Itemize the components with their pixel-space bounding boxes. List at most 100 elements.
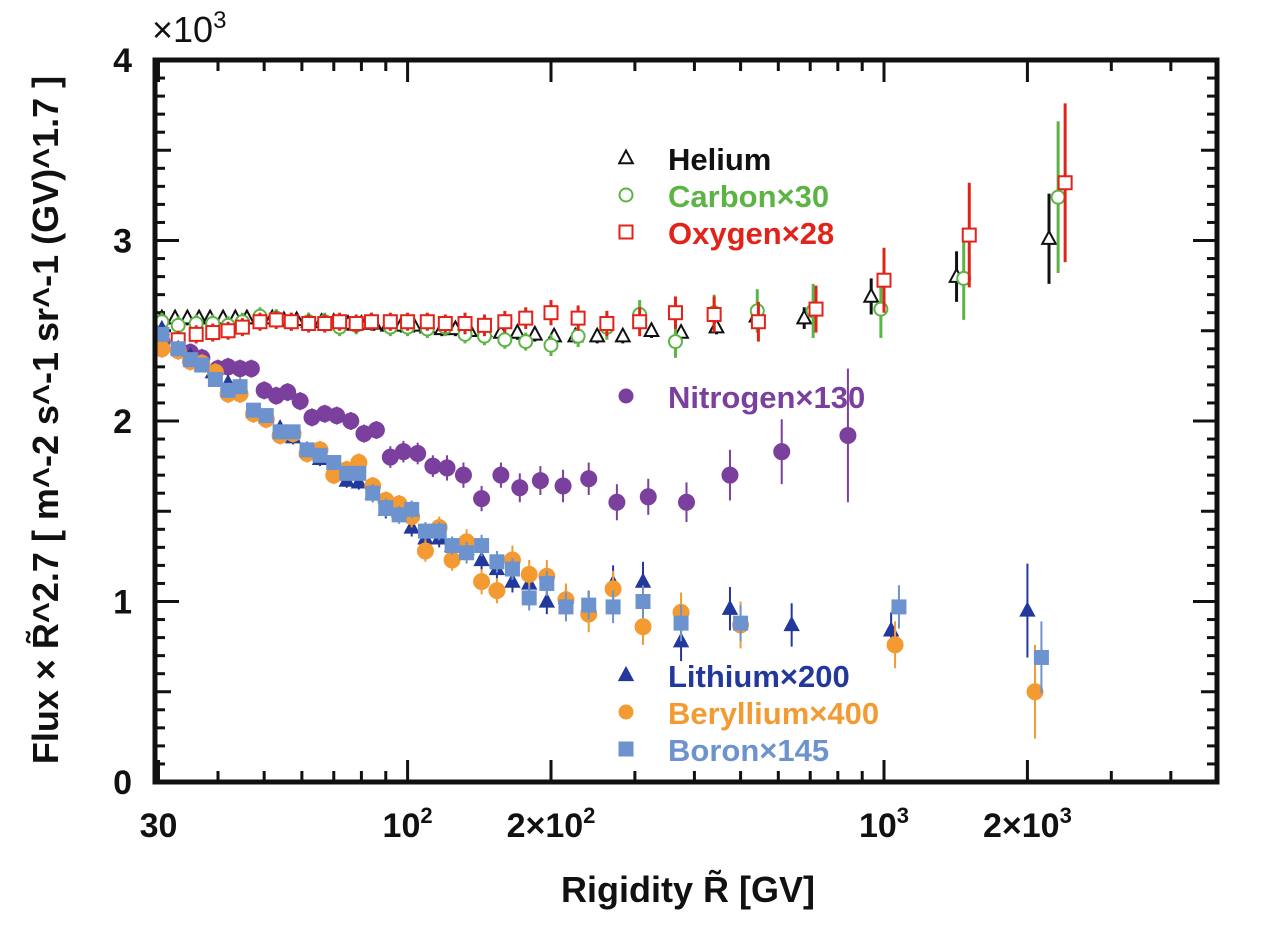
data-point xyxy=(614,326,632,343)
data-point xyxy=(635,594,651,609)
data-point xyxy=(750,314,766,330)
data-point xyxy=(332,314,348,330)
data-point xyxy=(382,314,398,330)
data-point xyxy=(581,597,597,613)
series-nitrogen xyxy=(153,332,857,523)
series-oxygen xyxy=(154,103,1073,353)
data-point xyxy=(543,337,559,353)
data-point xyxy=(473,550,490,567)
data-point xyxy=(473,490,491,508)
legend-label: Oxygen×28 xyxy=(668,216,834,251)
data-point xyxy=(839,426,857,444)
data-point xyxy=(188,326,204,342)
data-point xyxy=(558,599,574,615)
data-point xyxy=(416,542,434,560)
data-point xyxy=(808,301,824,317)
data-point xyxy=(497,314,513,330)
data-point xyxy=(409,444,427,462)
data-point xyxy=(326,455,342,471)
data-point xyxy=(246,402,262,418)
data-point xyxy=(667,334,683,350)
data-point xyxy=(350,473,367,489)
data-point xyxy=(554,477,572,495)
legend-entry: Boron×145 xyxy=(618,733,829,768)
data-point xyxy=(437,316,453,332)
data-point xyxy=(473,573,491,591)
data-point xyxy=(795,308,813,325)
legend-marker xyxy=(617,665,635,682)
y-tick-label: 2 xyxy=(113,403,132,441)
series-boron xyxy=(154,326,1049,694)
data-point xyxy=(488,582,506,600)
data-point xyxy=(570,310,586,326)
data-point xyxy=(364,314,380,330)
legend-marker xyxy=(618,224,634,240)
data-point xyxy=(258,408,274,424)
y-tick-label: 0 xyxy=(113,764,132,802)
data-point xyxy=(301,316,317,332)
legend-label: Nitrogen×130 xyxy=(668,380,865,415)
data-point xyxy=(457,316,473,332)
data-point xyxy=(351,465,367,481)
data-point xyxy=(170,341,186,357)
data-point xyxy=(268,312,284,328)
legend-label: Helium xyxy=(668,142,771,177)
data-point xyxy=(667,305,683,321)
data-point xyxy=(205,325,221,341)
data-point xyxy=(367,421,385,439)
legend-label: Boron×145 xyxy=(668,733,829,768)
legend-entry: Oxygen×28 xyxy=(618,216,834,251)
data-point xyxy=(497,332,513,348)
data-point xyxy=(404,501,420,517)
data-point xyxy=(639,488,657,506)
data-point xyxy=(454,466,472,484)
data-point xyxy=(538,592,556,608)
data-point xyxy=(504,561,520,577)
data-point xyxy=(291,392,309,410)
x-axis-label: Rigidity R̃ [GV] xyxy=(561,868,815,910)
legend-label: Carbon×30 xyxy=(668,179,829,214)
data-point xyxy=(961,227,977,243)
data-point xyxy=(678,493,696,511)
y-tick-label: 3 xyxy=(113,223,132,261)
data-point xyxy=(232,379,248,395)
legend-label: Beryllium×400 xyxy=(668,696,879,731)
y-axis-multiplier: ×103 xyxy=(152,7,226,50)
legend-entry: Lithium×200 xyxy=(617,659,850,694)
data-point xyxy=(394,443,412,461)
x-tick-label: 103 xyxy=(859,803,909,845)
data-point xyxy=(539,575,555,591)
legend-marker xyxy=(618,704,634,720)
legend-label: Lithium×200 xyxy=(668,659,850,694)
data-point xyxy=(279,383,297,401)
data-point xyxy=(299,442,315,458)
y-tick-label: 1 xyxy=(113,584,132,622)
data-point xyxy=(207,371,223,387)
data-point xyxy=(312,447,328,463)
data-point xyxy=(378,500,394,516)
data-point xyxy=(733,615,749,631)
data-point xyxy=(489,554,505,570)
data-point xyxy=(521,590,537,606)
data-point xyxy=(170,317,186,333)
plot-frame xyxy=(152,57,1220,785)
data-point xyxy=(642,321,660,337)
data-point xyxy=(605,599,621,615)
data-point xyxy=(1026,683,1044,701)
legend-marker xyxy=(618,741,634,757)
data-point xyxy=(706,307,722,323)
data-point xyxy=(220,323,236,339)
legend-marker xyxy=(618,187,634,203)
data-point xyxy=(862,286,880,303)
data-point xyxy=(1057,175,1073,191)
legend-marker xyxy=(618,388,634,404)
legend-marker xyxy=(617,148,635,165)
data-point xyxy=(242,360,260,378)
data-point xyxy=(673,615,689,631)
data-point xyxy=(783,615,800,632)
data-point xyxy=(882,621,900,637)
data-point xyxy=(721,466,739,484)
data-point xyxy=(1040,229,1058,245)
